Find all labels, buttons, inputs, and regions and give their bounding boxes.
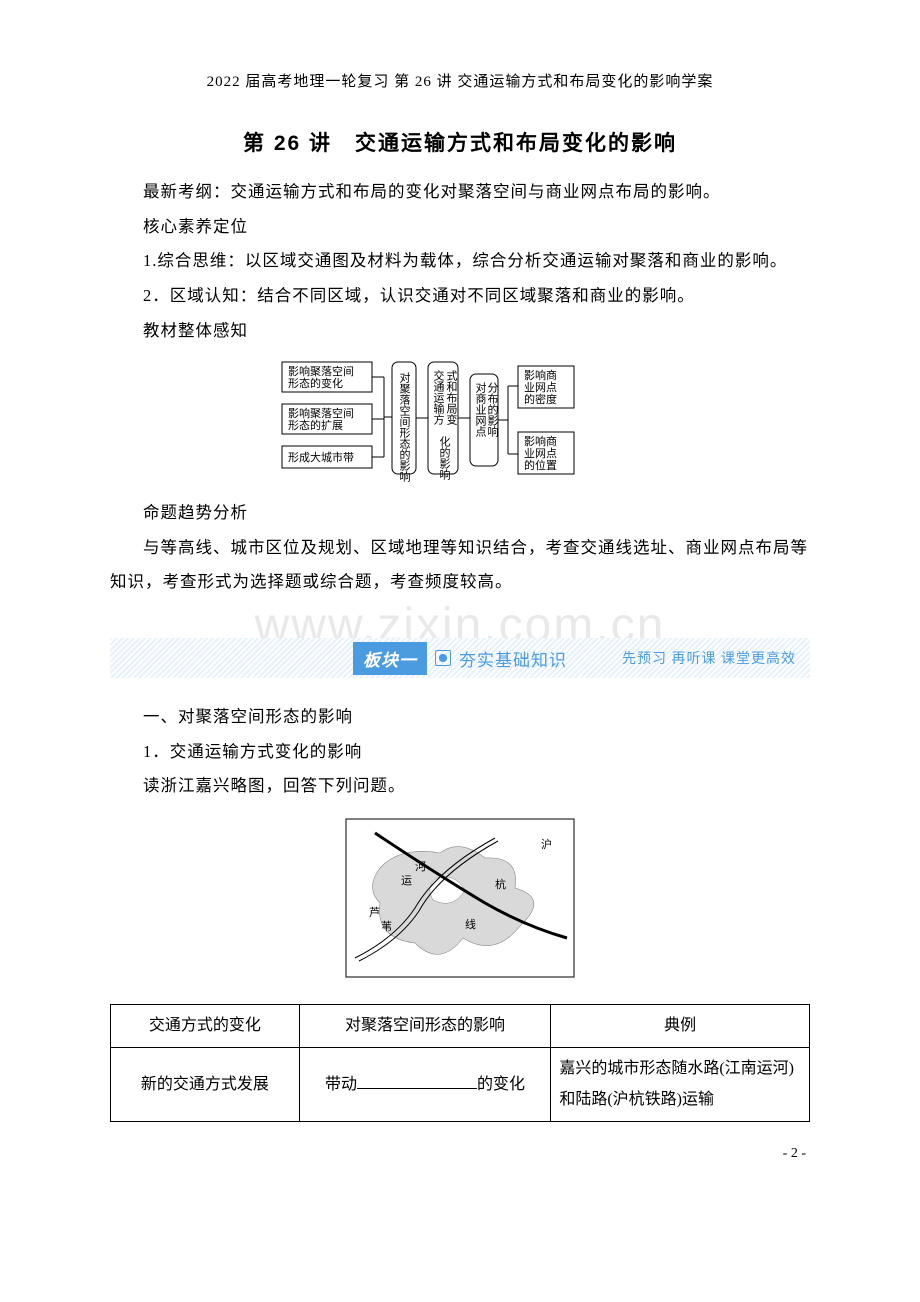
- map-label-river1: 芦: [369, 906, 380, 919]
- svg-text:形成大城市带: 形成大城市带: [288, 450, 354, 464]
- map-label-canal2: 河: [415, 860, 426, 873]
- svg-text:的位置: 的位置: [524, 458, 557, 472]
- intro-p4: 2．区域认知：结合不同区域，认识交通对不同区域聚落和商业的影响。: [110, 279, 810, 314]
- section-h3: 读浙江嘉兴略图，回答下列问题。: [110, 769, 810, 804]
- intro-p3: 1.综合思维：以区域交通图及材料为载体，综合分析交通运输对聚落和商业的影响。: [110, 244, 810, 279]
- svg-text:的密度: 的密度: [524, 392, 557, 406]
- svg-text:对聚落空间形态的影响: 对聚落空间形态的影响: [398, 371, 411, 483]
- concept-diagram: 影响聚落空间形态的变化 影响聚落空间形态的扩展 形成大城市带 对聚落空间形态的影…: [110, 356, 810, 486]
- section-banner: 板块一 夯实基础知识 先预习 再听课 课堂更高效: [110, 638, 810, 678]
- map-label-river2: 苇: [381, 919, 392, 933]
- map-label-hu: 沪: [541, 837, 552, 851]
- banner-right: 先预习 再听课 课堂更高效: [622, 648, 796, 668]
- section-h1: 一、对聚落空间形态的影响: [110, 700, 810, 735]
- running-head: 2022 届高考地理一轮复习 第 26 讲 交通运输方式和布局变化的影响学案: [110, 70, 810, 91]
- svg-text:形态的变化: 形态的变化: [288, 376, 343, 390]
- svg-text:交通运输方: 交通运输方: [432, 369, 445, 425]
- svg-text:形态的扩展: 形态的扩展: [288, 418, 343, 432]
- section-h2: 1．交通运输方式变化的影响: [110, 735, 810, 770]
- col-header-1: 对聚落空间形态的影响: [299, 1005, 551, 1048]
- intro-p2: 核心素养定位: [110, 210, 810, 245]
- svg-text:化的影响: 化的影响: [438, 435, 451, 481]
- map-label-hang: 杭: [495, 877, 506, 891]
- trend-heading: 命题趋势分析: [110, 496, 810, 531]
- svg-text:式和布局变: 式和布局变: [445, 370, 458, 426]
- intro-p1: 最新考纲：交通运输方式和布局的变化对聚落空间与商业网点布局的影响。: [110, 175, 810, 210]
- map-label-line: 线: [465, 917, 476, 931]
- table-row: 新的交通方式发展 带动 的变化 嘉兴的城市形态随水路(江南运河)和陆路(沪杭铁路)…: [111, 1048, 810, 1122]
- intro-p5: 教材整体感知: [110, 314, 810, 349]
- cell-0-1: 带动 的变化: [299, 1048, 551, 1122]
- cell-0-1-post: 的变化: [477, 1076, 525, 1093]
- cell-0-1-pre: 带动: [325, 1076, 357, 1093]
- col-header-0: 交通方式的变化: [111, 1005, 300, 1048]
- svg-text:业网点: 业网点: [524, 447, 557, 460]
- svg-text:影响商: 影响商: [524, 368, 557, 382]
- svg-text:影响聚落空间: 影响聚落空间: [288, 364, 354, 378]
- cell-0-0: 新的交通方式发展: [111, 1048, 300, 1122]
- svg-text:影响商: 影响商: [524, 434, 557, 448]
- cell-0-2: 嘉兴的城市形态随水路(江南运河)和陆路(沪杭铁路)运输: [551, 1048, 810, 1122]
- map-label-canal1: 运: [401, 874, 412, 887]
- svg-text:分布的影响: 分布的影响: [486, 382, 499, 438]
- svg-text:对商业网点: 对商业网点: [474, 381, 487, 438]
- banner-sub: 夯实基础知识: [459, 646, 567, 671]
- page-number: - 2 -: [110, 1146, 810, 1162]
- jiaxing-map: 沪 杭 线 芦 苇 运 河: [110, 818, 810, 978]
- chapter-title: 第 26 讲 交通运输方式和布局变化的影响: [110, 127, 810, 157]
- fill-blank[interactable]: [357, 1070, 477, 1089]
- banner-tag: 板块一: [353, 642, 427, 675]
- svg-text:影响聚落空间: 影响聚落空间: [288, 406, 354, 420]
- trend-body: 与等高线、城市区位及规划、区域地理等知识结合，考查交通线选址、商业网点布局等知识…: [110, 531, 810, 600]
- col-header-2: 典例: [551, 1005, 810, 1048]
- table-header-row: 交通方式的变化 对聚落空间形态的影响 典例: [111, 1005, 810, 1048]
- svg-text:业网点: 业网点: [524, 381, 557, 394]
- banner-icon: [435, 650, 451, 666]
- content-table: 交通方式的变化 对聚落空间形态的影响 典例 新的交通方式发展 带动 的变化 嘉兴的…: [110, 1004, 810, 1122]
